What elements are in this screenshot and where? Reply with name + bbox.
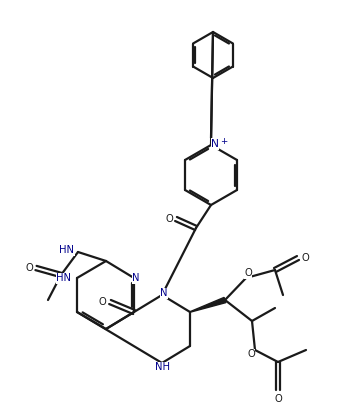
Text: NH: NH xyxy=(155,362,170,372)
Text: O: O xyxy=(165,214,173,224)
Text: O: O xyxy=(244,268,252,278)
Text: N: N xyxy=(211,139,219,149)
Text: +: + xyxy=(220,136,227,146)
Text: O: O xyxy=(301,253,309,263)
Text: O: O xyxy=(25,263,33,273)
Text: O: O xyxy=(98,297,106,307)
Text: O: O xyxy=(247,349,255,359)
Text: N: N xyxy=(160,288,168,298)
Text: HN: HN xyxy=(59,245,74,255)
Text: HN: HN xyxy=(56,273,71,283)
Polygon shape xyxy=(190,297,226,312)
Text: N: N xyxy=(132,273,140,283)
Text: O: O xyxy=(274,394,282,404)
